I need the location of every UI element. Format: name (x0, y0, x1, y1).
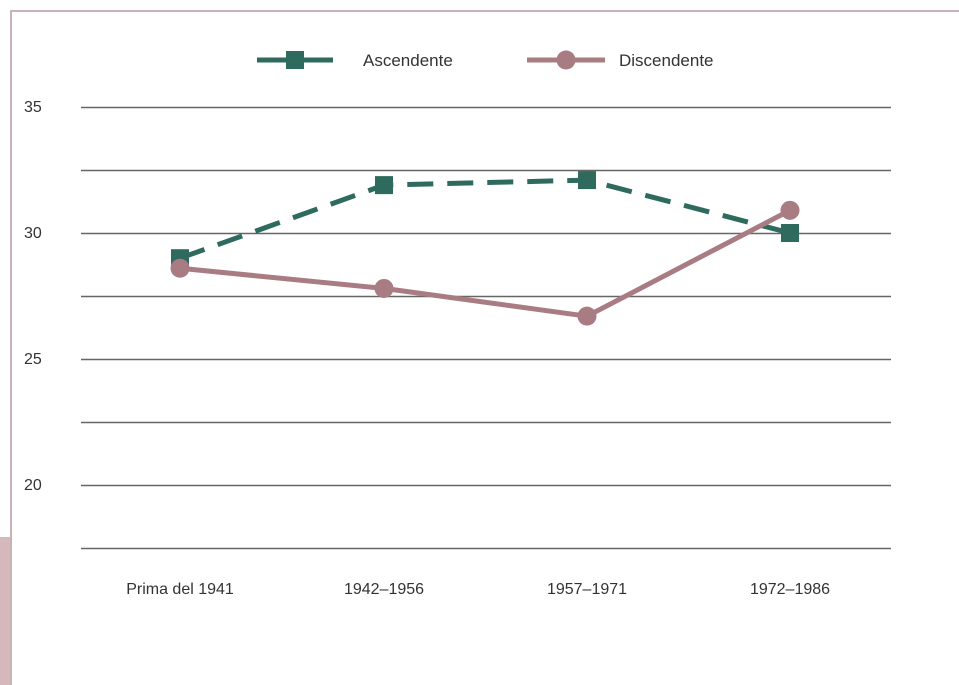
series-lines (170, 171, 800, 326)
data-point-marker (577, 306, 597, 326)
legend: Ascendente Discendente (257, 50, 714, 70)
x-axis-ticks: Prima del 1941 1942–1956 1957–1971 1972–198… (126, 581, 830, 598)
data-point-marker (170, 258, 190, 278)
x-tick-label: 1972–1986 (750, 581, 830, 598)
x-tick-label: 1942–1956 (344, 581, 424, 598)
frame-top-border (10, 10, 959, 12)
y-tick-label: 35 (24, 99, 42, 116)
gridlines (81, 106, 891, 550)
data-point-marker (780, 200, 800, 220)
legend-marker (286, 51, 304, 69)
y-axis-ticks: 35 30 25 20 (24, 99, 42, 494)
legend-label: Ascendente (363, 51, 453, 70)
data-point-marker (578, 171, 596, 190)
data-point-marker (781, 224, 799, 242)
legend-marker (556, 50, 576, 70)
series-line-ascendente (179, 177, 791, 261)
series-line-discendente (179, 208, 792, 319)
y-tick-label: 25 (24, 351, 42, 368)
frame-left-border (10, 10, 12, 685)
y-tick-label: 20 (24, 477, 42, 494)
data-point-marker (375, 176, 393, 195)
legend-label: Discendente (619, 51, 714, 70)
x-tick-label: 1957–1971 (547, 581, 627, 598)
decorative-accent-bar (0, 537, 10, 685)
data-point-marker (374, 278, 394, 298)
y-tick-label: 30 (24, 225, 42, 242)
x-tick-label: Prima del 1941 (126, 581, 234, 598)
